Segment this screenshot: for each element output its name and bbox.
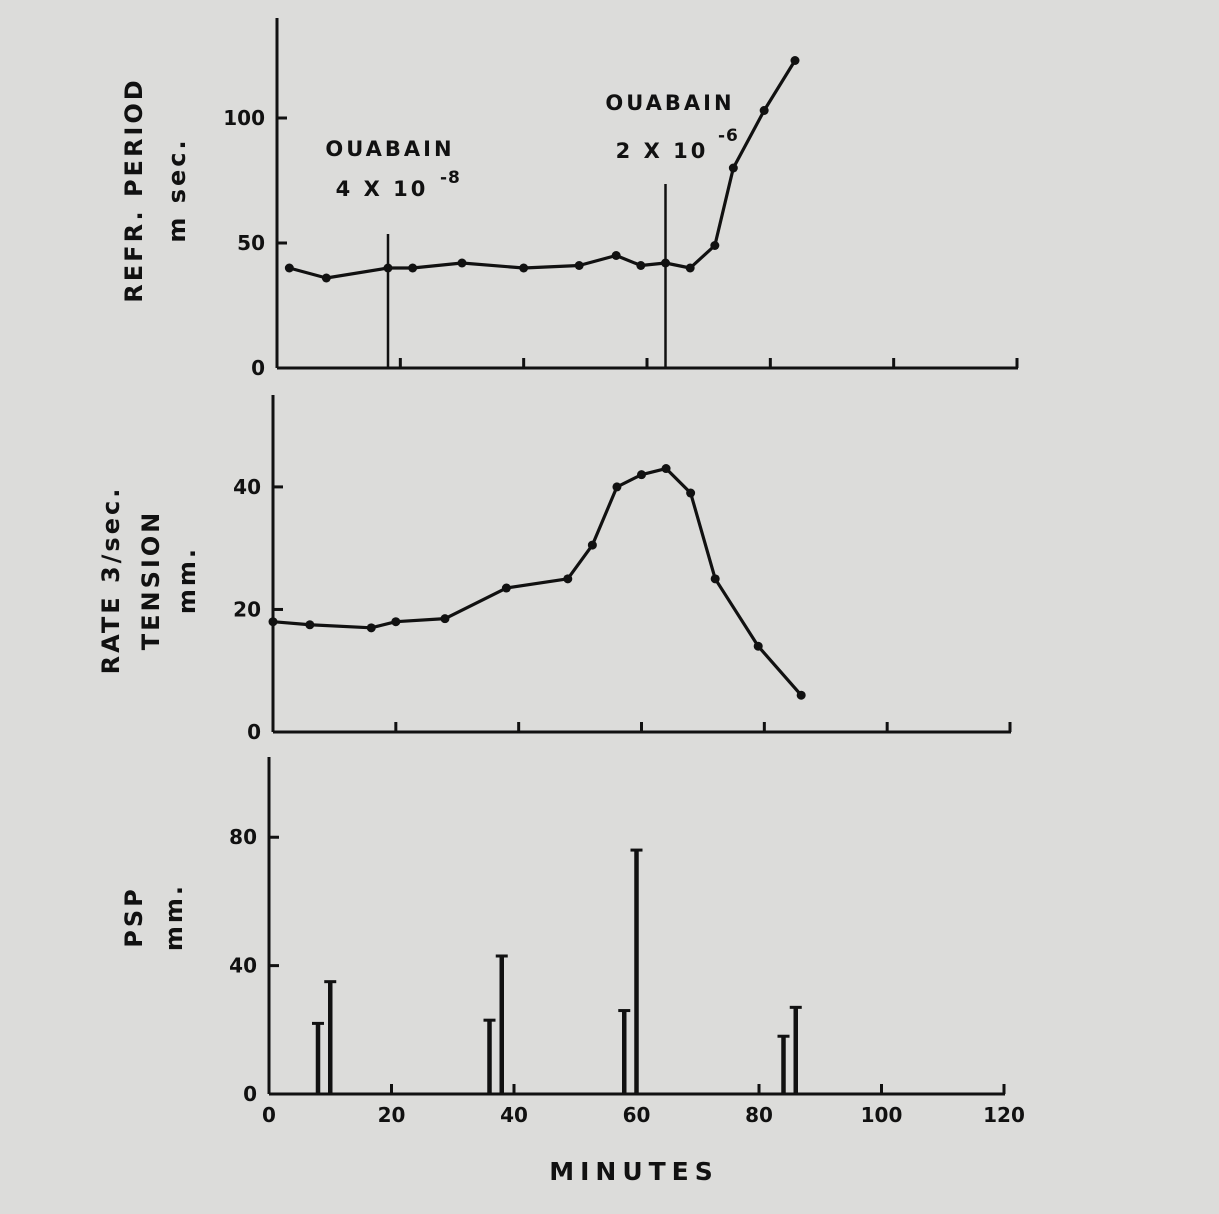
y-tick-label: 0 bbox=[251, 356, 265, 380]
x-tick-label: 40 bbox=[500, 1103, 528, 1127]
data-point bbox=[284, 263, 294, 273]
data-point bbox=[611, 251, 621, 260]
data-point bbox=[391, 617, 401, 627]
series-line bbox=[272, 466, 803, 697]
y-axis-label: RATE 3/sec. bbox=[97, 486, 125, 675]
panel-refractory-period: 0 50 100 REFR. PERIOD m sec. OUABAIN 4 X 10 -8 O… bbox=[120, 18, 1019, 380]
y-tick-label: 100 bbox=[223, 106, 265, 130]
data-point bbox=[305, 620, 315, 630]
x-axis-title: MINUTES bbox=[549, 1157, 719, 1186]
x-tick-label: 20 bbox=[378, 1103, 406, 1127]
x-tick-label: 0 bbox=[262, 1103, 276, 1127]
y-axis-label: m sec. bbox=[163, 137, 191, 242]
annotation-exponent: -8 bbox=[440, 168, 461, 188]
annotation-drug: OUABAIN bbox=[325, 137, 454, 161]
y-tick-label: 50 bbox=[237, 231, 265, 255]
annotation-drug: OUABAIN bbox=[605, 91, 734, 115]
panel-tension: 0 20 40 RATE 3/sec. TENSION mm. bbox=[97, 395, 1012, 744]
data-point bbox=[710, 574, 720, 584]
data-point bbox=[563, 574, 573, 584]
x-tick-label: 120 bbox=[983, 1103, 1025, 1127]
y-axis-label: mm. bbox=[160, 883, 188, 951]
data-point bbox=[587, 540, 597, 550]
y-axis-label: mm. bbox=[173, 546, 201, 614]
data-point bbox=[440, 614, 450, 624]
data-point bbox=[612, 482, 622, 492]
data-point bbox=[759, 106, 769, 115]
annotation-exponent: -6 bbox=[718, 126, 739, 146]
data-point bbox=[268, 617, 278, 627]
y-axis-label: REFR. PERIOD bbox=[120, 77, 148, 302]
x-tick-label: 100 bbox=[861, 1103, 903, 1127]
y-axis-label: TENSION bbox=[137, 510, 165, 651]
data-point bbox=[408, 263, 418, 273]
data-point bbox=[366, 623, 376, 633]
data-point bbox=[661, 464, 671, 474]
annotation-dose: 4 X 10 bbox=[336, 177, 429, 201]
data-point bbox=[710, 241, 720, 250]
data-point bbox=[321, 273, 331, 283]
panel-psp: 0 40 80 PSP mm. 0 20 40 60 80 100 120 MINUTES bbox=[120, 757, 1025, 1186]
data-point bbox=[796, 690, 806, 700]
data-point bbox=[636, 261, 646, 270]
data-point bbox=[686, 488, 696, 498]
data-point bbox=[457, 258, 467, 268]
data-point bbox=[574, 261, 584, 270]
y-tick-label: 0 bbox=[247, 720, 261, 744]
data-point bbox=[753, 641, 763, 651]
x-tick-label: 80 bbox=[745, 1103, 773, 1127]
y-tick-label: 20 bbox=[233, 597, 261, 621]
data-point bbox=[790, 56, 800, 65]
x-tick-label: 60 bbox=[623, 1103, 651, 1127]
y-tick-label: 0 bbox=[243, 1082, 257, 1106]
data-point bbox=[637, 470, 646, 480]
data-point bbox=[728, 163, 738, 173]
y-tick-label: 40 bbox=[233, 475, 261, 499]
data-point bbox=[519, 263, 529, 273]
y-axis-label: PSP bbox=[120, 886, 148, 947]
y-tick-label: 40 bbox=[229, 954, 257, 978]
annotation-dose: 2 X 10 bbox=[616, 139, 709, 163]
y-tick-label: 80 bbox=[229, 825, 257, 849]
data-point bbox=[501, 583, 511, 593]
data-point bbox=[685, 263, 695, 273]
